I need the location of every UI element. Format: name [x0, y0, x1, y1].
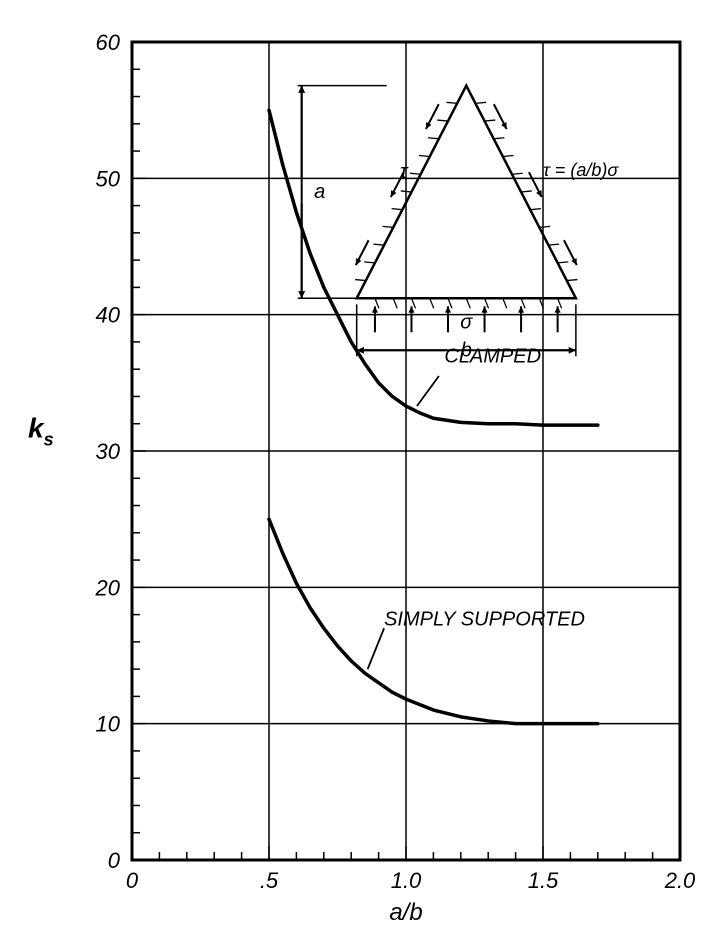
y-tick-label: 60 — [96, 30, 121, 55]
inset-a-label: a — [314, 181, 325, 203]
inset-hatch — [446, 102, 457, 103]
inset-hatch — [430, 298, 434, 308]
inset-hatch — [355, 280, 366, 281]
inset-hatch — [419, 155, 430, 156]
inset-hatch — [548, 244, 559, 245]
inset-hatch — [428, 138, 439, 139]
inset-arrowhead — [372, 306, 378, 312]
x-tick-label: .5 — [260, 868, 279, 893]
y-tick-label: 0 — [108, 848, 121, 873]
inset-hatch — [539, 226, 550, 227]
inset-hatch — [410, 173, 421, 174]
inset-tau-label: τ — [400, 161, 409, 183]
inset-arrowhead — [298, 291, 305, 298]
inset-hatch — [437, 120, 448, 121]
inset-arrowhead — [555, 306, 561, 312]
y-axis-label: ks — [28, 412, 54, 449]
inset-tau-eq-label: τ = (a/b)σ — [543, 160, 619, 180]
inset-hatch — [466, 298, 470, 308]
inset-sigma-label: σ — [460, 311, 473, 333]
inset-arrowhead — [408, 306, 414, 312]
clamped-label: CLAMPED — [444, 345, 541, 367]
y-tick-label: 40 — [96, 303, 121, 328]
y-tick-label: 10 — [96, 712, 121, 737]
clamped-leader — [417, 376, 439, 406]
buckling-coefficient-chart: 0 .5 1.0 1.5 2.0 0 10 20 30 40 50 60 a/b ks CLAMPED SIM… — [0, 0, 712, 933]
x-axis-label: a/b — [389, 899, 422, 926]
inset-hatch — [401, 191, 412, 192]
inset-hatch — [494, 138, 505, 139]
inset-arrowhead — [518, 306, 524, 312]
inset-hatch — [382, 226, 393, 227]
y-tick-label: 20 — [95, 575, 121, 600]
y-tick-label: 30 — [96, 439, 121, 464]
inset-hatch — [364, 262, 375, 263]
inset-hatch — [558, 262, 569, 263]
chart-svg: 0 .5 1.0 1.5 2.0 0 10 20 30 40 50 60 a/b ks CLAMPED SIM… — [0, 0, 712, 933]
inset-b-label: b — [461, 339, 472, 361]
inset-hatch — [475, 102, 486, 103]
simply_supported-label: SIMPLY SUPPORTED — [384, 609, 585, 631]
inset-arrowhead — [445, 306, 451, 312]
inset-hatch — [512, 173, 523, 174]
inset-hatch — [393, 298, 397, 308]
inset-triangle-diagram: σb a τ τ = (a/b)σ — [298, 86, 620, 362]
x-tick-label: 1.0 — [391, 868, 422, 893]
inset-arrowhead — [482, 306, 488, 312]
inset-hatch — [392, 209, 403, 210]
inset-hatch — [530, 209, 541, 210]
inset-hatch — [567, 280, 578, 281]
inset-hatch — [485, 120, 496, 121]
x-tick-label: 2.0 — [664, 868, 696, 893]
inset-hatch — [373, 244, 384, 245]
inset-hatch — [503, 155, 514, 156]
y-tick-label: 50 — [96, 166, 121, 191]
x-tick-label: 1.5 — [528, 868, 559, 893]
inset-arrowhead — [298, 86, 305, 93]
clamped-curve — [269, 110, 598, 425]
x-tick-label: 0 — [126, 868, 139, 893]
inset-hatch — [503, 298, 507, 308]
inset-arrowhead — [569, 347, 576, 354]
inset-hatch — [521, 191, 532, 192]
simply_supported-leader — [368, 628, 384, 669]
